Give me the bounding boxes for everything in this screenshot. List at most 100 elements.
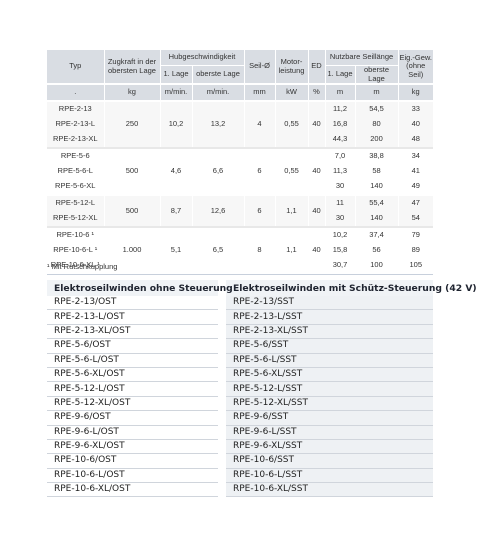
cell-model: RPE-10-6 ¹: [47, 226, 105, 244]
cell-kw: 0,55: [275, 100, 309, 149]
cell-weight: 40: [398, 117, 433, 133]
cell-ed: 40: [308, 100, 326, 149]
models-gap: [218, 482, 226, 497]
cell-length-lage1: 11,3: [325, 164, 356, 180]
cell-length-oberste: 55,4: [355, 194, 399, 212]
cell-speed_top: 6,5: [192, 226, 245, 274]
models-header-right: Elektroseilwinden mit Schütz-Steuerung (…: [226, 280, 477, 296]
table-row: RPE-2-13-L 16,8 80 40: [47, 117, 433, 133]
cell-length-lage1: 30: [325, 179, 356, 196]
unit-cell: m: [355, 83, 399, 102]
cell-speed_top: 12,6: [192, 194, 245, 228]
model-sst: RPE-10-6-L/SST: [226, 468, 433, 484]
cell-speed_top: 13,2: [192, 100, 245, 149]
cell-length-oberste: 54,5: [355, 100, 399, 118]
cell-length-lage1: 7,0: [325, 147, 356, 165]
header-speed-lage1: 1. Lage: [160, 65, 193, 85]
model-sst: RPE-10-6/SST: [226, 453, 433, 469]
models-gap: [218, 439, 226, 454]
cell-weight: 49: [398, 179, 433, 196]
cell-length-lage1: 44,3: [325, 132, 356, 149]
cell-model: RPE-5-6-L: [47, 164, 105, 180]
cell-length-oberste: 38,8: [355, 147, 399, 165]
header-speed-oberste: oberste Lage: [192, 65, 245, 85]
list-item: RPE-10-6/OST RPE-10-6/SST: [47, 453, 433, 469]
spec-group: RPE-10-6 ¹ 1.000 5,1 6,5 8 1,1 40 10,2 37,4 79 RPE…: [47, 226, 433, 274]
cell-length-oberste: 56: [355, 243, 399, 259]
unit-cell: %: [308, 83, 326, 102]
models-header-left: Elektroseilwinden ohne Steuerung: [47, 280, 233, 296]
model-ost: RPE-9-6-L/OST: [47, 425, 218, 440]
cell-model: RPE-2-13-L: [47, 117, 105, 133]
cell-speed_top: 6,6: [192, 147, 245, 196]
cell-kw: 0,55: [275, 147, 309, 196]
models-gap: [218, 280, 226, 296]
cell-length-oberste: 80: [355, 117, 399, 133]
cell-length-lage1: 16,8: [325, 117, 356, 133]
cell-length-oberste: 37,4: [355, 226, 399, 244]
cell-model: RPE-2-13-XL: [47, 132, 105, 149]
table-row: RPE-5-12-L 500 8,7 12,6 6 1,1 40 11 55,4 47: [47, 194, 433, 228]
cell-speed1: 8,7: [160, 194, 193, 228]
model-sst: RPE-10-6-XL/SST: [226, 482, 433, 498]
table-row: RPE-10-6 ¹ 1.000 5,1 6,5 8 1,1 40 10,2 37,4 79: [47, 226, 433, 274]
cell-speed1: 5,1: [160, 226, 193, 274]
model-ost: RPE-5-6-L/OST: [47, 353, 218, 368]
cell-model: RPE-10-6-L ¹: [47, 243, 105, 259]
cell-zugkraft: 500: [104, 194, 161, 228]
model-ost: RPE-2-13/OST: [47, 296, 218, 311]
cell-length-oberste: 140: [355, 179, 399, 196]
models-gap: [218, 367, 226, 382]
model-sst: RPE-9-6/SST: [226, 410, 433, 426]
model-ost: RPE-5-12-L/OST: [47, 381, 218, 397]
header-zugkraft: Zugkraft in der obersten Lage: [104, 50, 161, 85]
models-gap: [218, 353, 226, 368]
model-ost: RPE-10-6/OST: [47, 453, 218, 469]
model-sst: RPE-5-12-L/SST: [226, 381, 433, 397]
header-len-oberste: oberste Lage: [355, 65, 399, 85]
cell-length-lage1: 30: [325, 211, 356, 228]
header-seil: Seil-Ø: [244, 50, 276, 85]
list-item: RPE-10-6-XL/OST RPE-10-6-XL/SST: [47, 482, 433, 498]
cell-length-lage1: 11,2: [325, 100, 356, 118]
cell-speed1: 4,6: [160, 147, 193, 196]
cell-length-lage1: 15,8: [325, 243, 356, 259]
divider: [47, 274, 433, 275]
table-row: RPE-10-6-XL ¹ 30,7 100 105: [47, 258, 433, 274]
table-row: RPE-2-13 250 10,2 13,2 4 0,55 40 11,2 54,5 33: [47, 100, 433, 149]
models-gap: [218, 410, 226, 426]
list-item: RPE-5-6/OST RPE-5-6/SST: [47, 338, 433, 354]
cell-speed1: 10,2: [160, 100, 193, 149]
unit-cell: .: [47, 83, 105, 102]
spec-group: RPE-5-6 500 4,6 6,6 6 0,55 40 7,0 38,8 34 RPE-5-6-…: [47, 147, 433, 196]
model-sst: RPE-2-13/SST: [226, 296, 433, 311]
list-item: RPE-9-6-L/OST RPE-9-6-L/SST: [47, 425, 433, 440]
header-typ: Typ: [47, 50, 105, 85]
header-seillaenge: Nutzbare Seillänge: [325, 50, 399, 66]
cell-length-lage1: 30,7: [325, 258, 356, 274]
list-item: RPE-2-13-L/OST RPE-2-13-L/SST: [47, 309, 433, 325]
cell-kw: 1,1: [275, 226, 309, 274]
cell-kw: 1,1: [275, 194, 309, 228]
unit-cell: mm: [244, 83, 276, 102]
spec-group: RPE-2-13 250 10,2 13,2 4 0,55 40 11,2 54,5 33 RPE-…: [47, 100, 433, 149]
cell-model: RPE-10-6-XL ¹: [47, 258, 105, 274]
cell-weight: 41: [398, 164, 433, 180]
header-eigengewicht: Eig.-Gew. (ohne Seil): [398, 50, 433, 85]
model-sst: RPE-2-13-L/SST: [226, 309, 433, 325]
cell-seil: 6: [244, 194, 276, 228]
cell-seil: 8: [244, 226, 276, 274]
model-ost: RPE-10-6-L/OST: [47, 468, 218, 484]
cell-ed: 40: [308, 147, 326, 196]
list-item: RPE-10-6-L/OST RPE-10-6-L/SST: [47, 468, 433, 484]
unit-cell: kg: [104, 83, 161, 102]
models-gap: [218, 381, 226, 397]
model-ost: RPE-5-12-XL/OST: [47, 396, 218, 412]
model-ost: RPE-9-6/OST: [47, 410, 218, 426]
cell-weight: 34: [398, 147, 433, 165]
cell-seil: 6: [244, 147, 276, 196]
model-sst: RPE-2-13-XL/SST: [226, 324, 433, 340]
cell-ed: 40: [308, 194, 326, 228]
unit-cell: m/min.: [160, 83, 193, 102]
header-len-lage1: 1. Lage: [325, 65, 356, 85]
